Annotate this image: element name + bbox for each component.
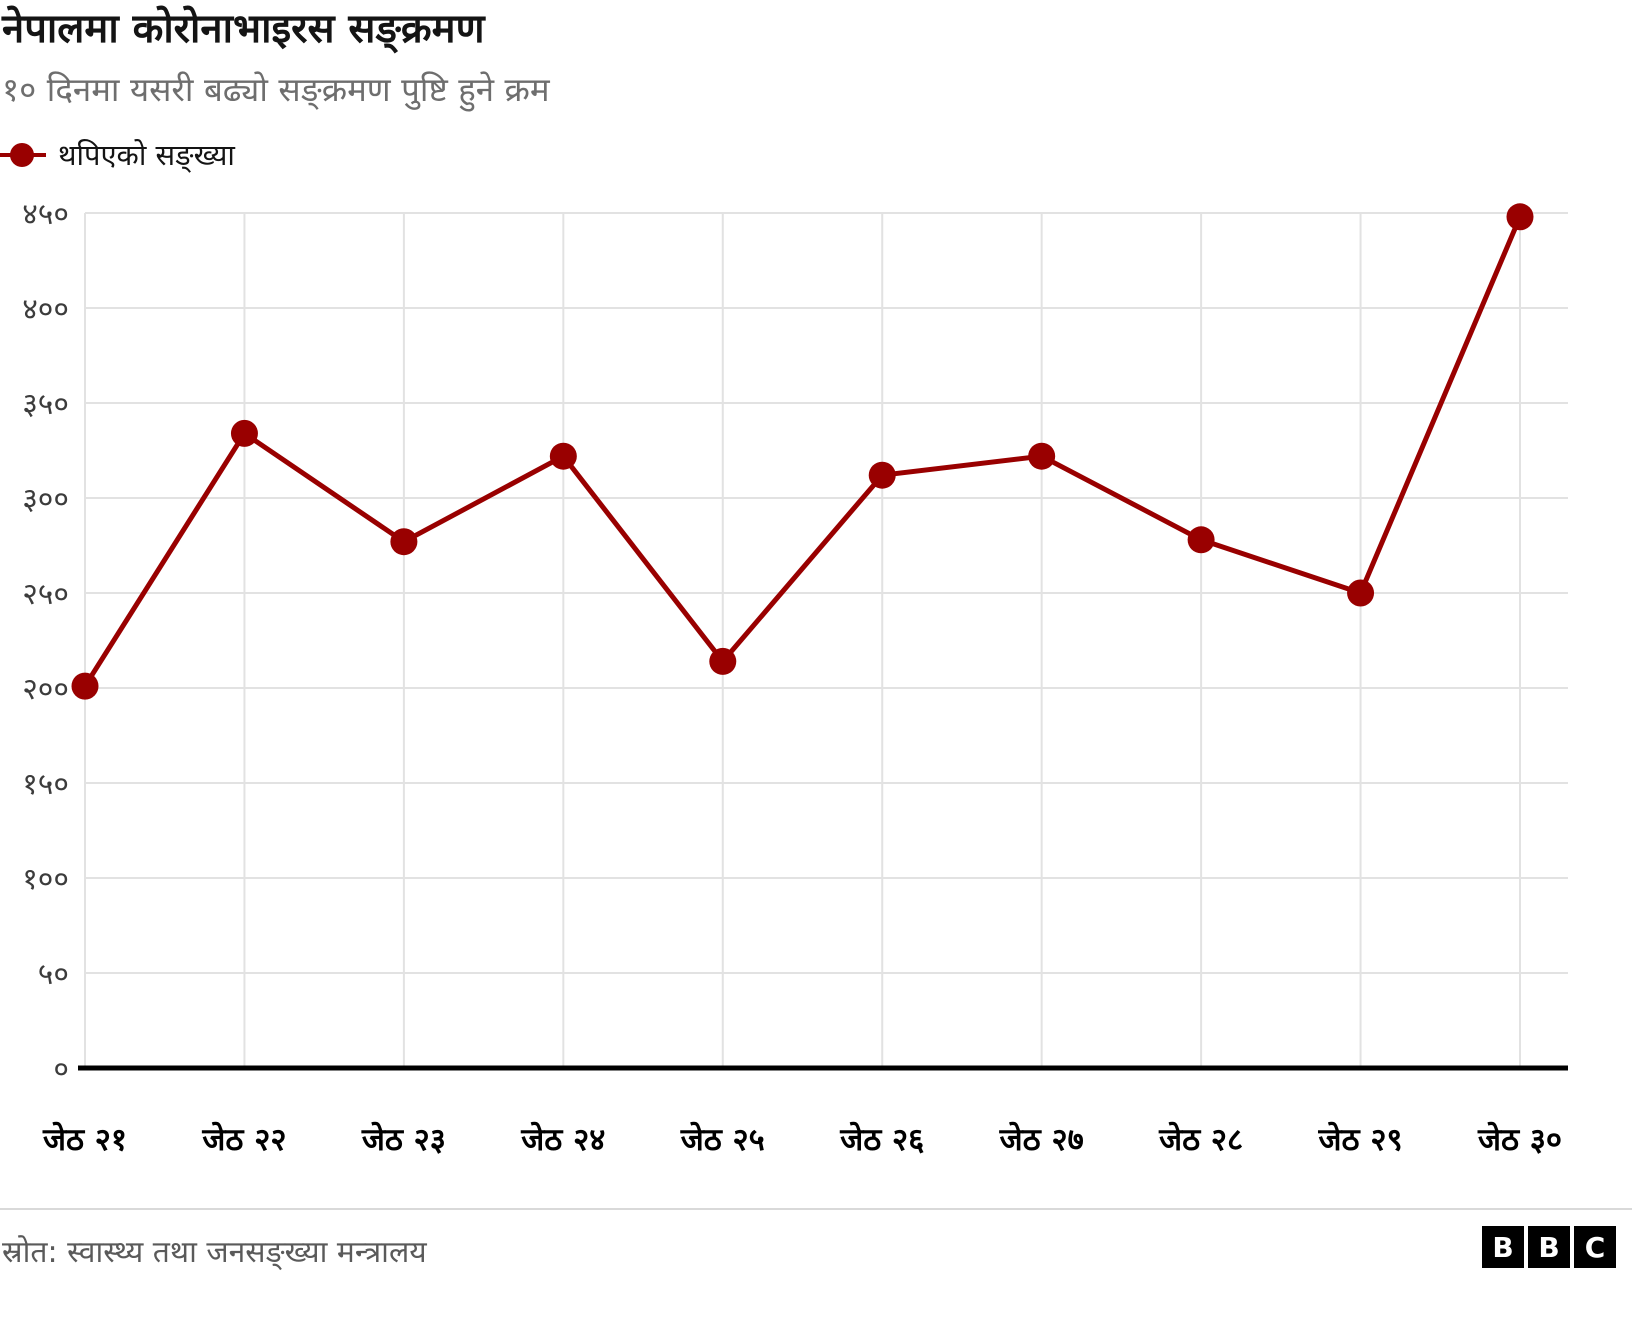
x-tick-label: जेठ २६: [839, 1121, 924, 1158]
series-line: [82, 214, 1523, 689]
data-point: [868, 461, 896, 489]
y-tick-label: ४००: [22, 292, 69, 327]
chart-title: नेपालमा कोरोनाभाइरस सङ्क्रमण: [2, 6, 485, 52]
legend-marker-icon: [0, 142, 46, 168]
bbc-logo-block: B: [1482, 1226, 1524, 1268]
bbc-logo-block: C: [1574, 1226, 1616, 1268]
y-tick-label: २००: [22, 672, 69, 707]
data-point: [1347, 579, 1375, 607]
y-tick-label: १५०: [22, 767, 69, 802]
x-tick-label: जेठ २९: [1318, 1121, 1403, 1158]
data-point: [1187, 526, 1215, 554]
data-point: [390, 528, 418, 556]
x-tick-label: जेठ ३०: [1477, 1121, 1562, 1158]
y-tick-label: ५०: [38, 957, 69, 992]
data-point: [1506, 203, 1534, 231]
x-tick-label: जेठ २४: [520, 1121, 605, 1158]
legend-label: थपिएको सङ्ख्या: [58, 138, 235, 172]
x-tick-label: जेठ २१: [42, 1121, 127, 1158]
y-tick-label: ०: [53, 1052, 69, 1087]
x-tick-label: जेठ २८: [1158, 1121, 1243, 1158]
y-tick-label: २५०: [22, 577, 69, 612]
y-tick-label: ४५०: [22, 197, 69, 232]
chart-subtitle: १० दिनमा यसरी बढ्यो सङ्क्रमण पुष्टि हुने…: [2, 70, 550, 109]
bbc-logo: B B C: [1482, 1226, 1616, 1268]
data-point: [230, 419, 258, 447]
legend-dot-icon: [10, 142, 34, 167]
bbc-logo-block: B: [1528, 1226, 1570, 1268]
chart-header: नेपालमा कोरोनाभाइरस सङ्क्रमण १० दिनमा यस…: [0, 0, 1632, 174]
source-text: स्रोत: स्वास्थ्य तथा जनसङ्ख्या मन्त्रालय: [2, 1235, 427, 1270]
legend: थपिएको सङ्ख्या: [0, 135, 1632, 174]
x-tick-label: जेठ २५: [680, 1121, 765, 1158]
x-tick-label: जेठ २२: [201, 1121, 286, 1158]
data-point: [1028, 442, 1056, 470]
data-point: [549, 442, 577, 470]
x-tick-label: जेठ २७: [999, 1121, 1084, 1158]
x-tick-label: जेठ २३: [361, 1121, 446, 1158]
data-point: [71, 672, 99, 700]
y-tick-label: १००: [22, 862, 69, 897]
data-point: [709, 647, 737, 675]
y-tick-label: ३००: [22, 482, 69, 517]
y-tick-label: ३५०: [22, 387, 69, 422]
footer-divider: [0, 1208, 1632, 1210]
